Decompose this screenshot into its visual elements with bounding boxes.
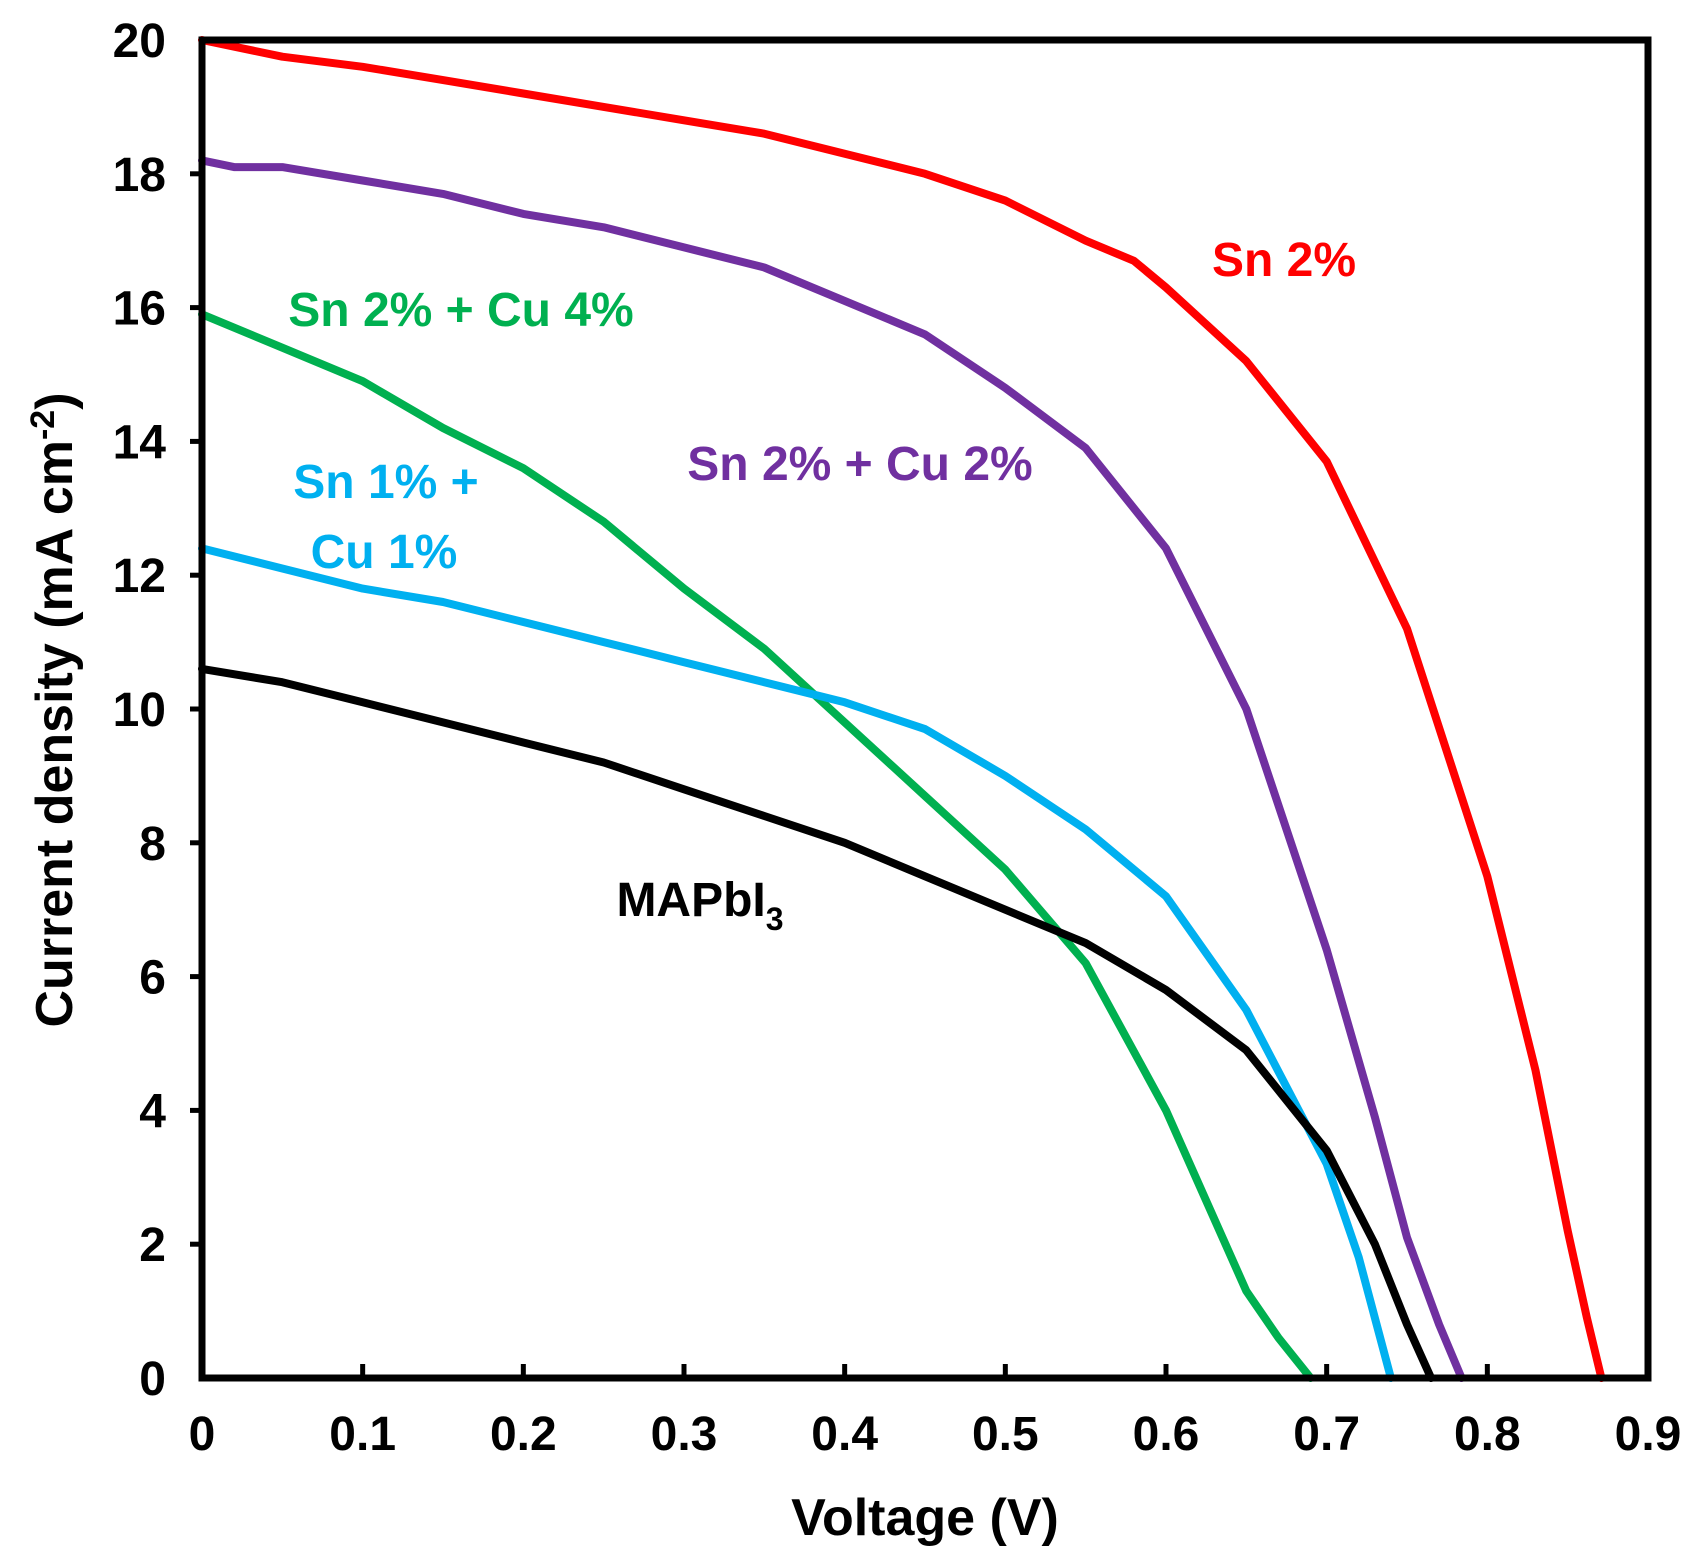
x-axis-title: Voltage (V) (791, 1489, 1059, 1547)
y-tick-label: 4 (139, 1085, 166, 1138)
y-tick-label: 18 (113, 149, 166, 202)
x-tick-label: 0.6 (1133, 1408, 1200, 1461)
ticks-layer: 0 0.1 0.2 0.3 0.4 0.5 0.6 0.7 0.8 0.9 0 2 4 6 8 10 12 14 1… (113, 15, 1682, 1461)
series-label-1: Sn 2% + Cu 2% (687, 438, 1032, 491)
y-tick-label: 0 (139, 1353, 166, 1406)
series-label-0: Sn 2% (1212, 234, 1356, 287)
y-axis-title: Current density (mA cm-2) (24, 392, 84, 1027)
x-tick-label: 0.3 (651, 1408, 718, 1461)
y-tick-label: 10 (113, 684, 166, 737)
x-tick-label: 0.1 (329, 1408, 396, 1461)
series-label-4: MAPbI3 (616, 874, 783, 937)
y-tick-label: 6 (139, 952, 166, 1005)
x-tick-label: 0.4 (811, 1408, 878, 1461)
series-line-0 (198, 36, 1606, 1382)
series-layer (198, 36, 1606, 1382)
y-tick-label: 16 (113, 283, 166, 336)
series-label-3: Sn 1% + (293, 456, 478, 509)
labels-layer: Sn 2% Sn 2% + Cu 2% Sn 2% + Cu 4% Sn 1% + Cu… (288, 234, 1356, 937)
y-tick-label: 2 (139, 1219, 166, 1272)
y-axis-title-main: Current density (mA cm (26, 440, 84, 1028)
x-tick-label: 0.7 (1293, 1408, 1360, 1461)
y-axis-title-close: ) (26, 392, 84, 409)
series-line-2 (198, 310, 1315, 1382)
series-line-4 (198, 664, 1436, 1382)
series-label-text: MAPbI (616, 874, 765, 927)
y-tick-label: 20 (113, 15, 166, 68)
x-tick-label: 0.9 (1615, 1408, 1682, 1461)
y-tick-label: 8 (139, 818, 166, 871)
x-tick-label: 0.2 (490, 1408, 557, 1461)
series-line-3 (198, 544, 1395, 1382)
series-line-1 (198, 156, 1466, 1382)
series-label-subscript: 3 (766, 901, 784, 937)
y-tick-label: 12 (113, 550, 166, 603)
series-label-3: Cu 1% (311, 526, 458, 579)
x-tick-label: 0.5 (972, 1408, 1039, 1461)
series-label-2: Sn 2% + Cu 4% (288, 284, 633, 337)
y-axis-title-superscript: -2 (24, 410, 62, 440)
x-tick-label: 0 (189, 1408, 216, 1461)
y-tick-label: 14 (113, 416, 167, 469)
x-tick-label: 0.8 (1454, 1408, 1521, 1461)
